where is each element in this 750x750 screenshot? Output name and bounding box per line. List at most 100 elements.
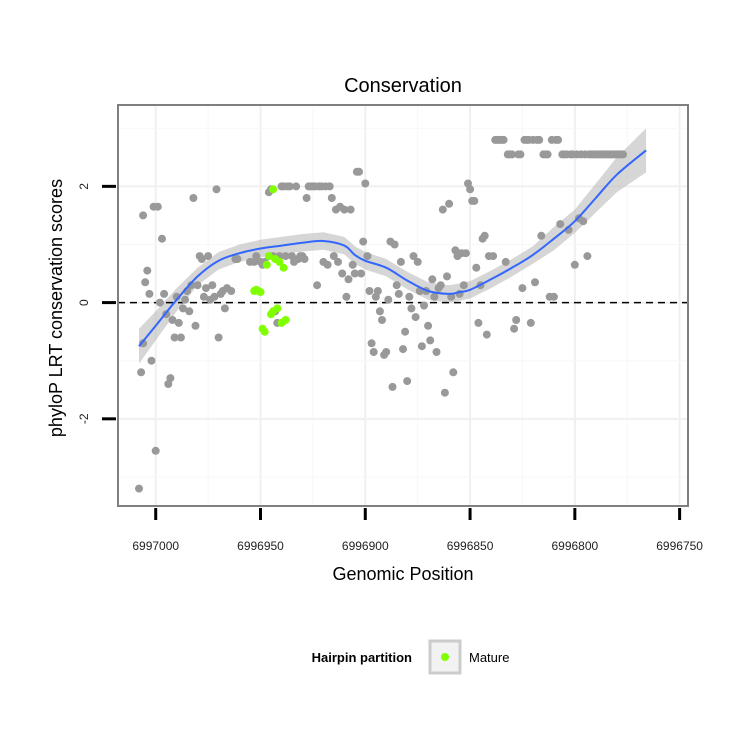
mature-data-point <box>256 288 265 297</box>
data-point <box>440 388 449 397</box>
data-point <box>302 194 311 202</box>
data-point <box>323 260 332 269</box>
data-point <box>401 327 410 336</box>
data-point <box>373 287 382 295</box>
data-point <box>210 292 219 301</box>
data-point <box>405 292 414 301</box>
data-point <box>338 269 347 278</box>
data-point <box>166 374 175 383</box>
data-point <box>199 292 208 301</box>
data-point <box>396 257 405 266</box>
data-points <box>135 135 627 493</box>
y-tick-label: 2 <box>77 183 91 190</box>
data-point <box>189 194 198 202</box>
data-point <box>365 287 374 295</box>
data-point <box>220 304 229 313</box>
data-point <box>583 252 592 261</box>
data-point <box>174 318 183 327</box>
data-point <box>510 324 519 333</box>
data-point <box>501 257 510 266</box>
data-point <box>193 281 202 290</box>
plot-border <box>117 104 689 507</box>
mature-data-point <box>273 304 282 313</box>
data-point <box>531 278 539 287</box>
legend: Hairpin partition Mature <box>312 639 509 675</box>
data-point <box>407 304 416 313</box>
data-point <box>512 316 521 324</box>
data-point <box>390 240 399 249</box>
data-point <box>619 150 627 159</box>
data-point <box>325 182 334 191</box>
data-point <box>292 182 301 191</box>
data-point <box>409 252 418 261</box>
data-point <box>508 150 516 159</box>
data-point <box>470 196 479 205</box>
data-point <box>139 339 148 348</box>
plot-panel <box>118 105 688 506</box>
data-point <box>443 272 451 281</box>
data-point <box>158 234 166 243</box>
data-point <box>147 356 156 365</box>
x-tick-label: 6996850 <box>447 539 494 553</box>
data-point <box>432 348 441 356</box>
data-point <box>399 345 407 354</box>
plot-area <box>117 104 689 507</box>
data-point <box>357 269 366 278</box>
data-point <box>139 211 148 220</box>
data-point <box>185 307 194 316</box>
data-point <box>300 255 309 263</box>
data-point <box>155 298 164 307</box>
data-point <box>145 289 154 298</box>
mature-data-point <box>264 252 273 261</box>
data-point <box>428 275 437 284</box>
data-point <box>461 249 470 258</box>
data-point <box>208 281 217 290</box>
data-point <box>449 368 458 377</box>
mature-data-point <box>279 263 288 272</box>
x-tick-label: 6997000 <box>132 539 179 553</box>
y-tick-label: -2 <box>77 413 91 424</box>
data-point <box>135 484 143 493</box>
x-tick-label: 6996950 <box>237 539 284 553</box>
data-point <box>342 292 351 301</box>
mature-data-point <box>281 316 290 324</box>
data-point <box>252 252 261 261</box>
data-point <box>392 281 401 290</box>
data-point <box>137 368 146 377</box>
mature-data-point <box>275 257 284 266</box>
data-point <box>472 263 481 272</box>
data-point <box>363 252 372 261</box>
data-point <box>543 150 552 159</box>
x-tick-label: 6996750 <box>656 539 703 553</box>
chart-title: Conservation <box>344 75 462 97</box>
loess-smooth-line <box>138 149 647 347</box>
data-point <box>436 281 445 290</box>
data-point <box>526 318 535 327</box>
data-point <box>537 231 546 240</box>
x-tick-label: 6996900 <box>342 539 389 553</box>
legend-label-mature: Mature <box>469 650 509 665</box>
data-point <box>518 284 527 293</box>
mature-data-point <box>269 185 278 194</box>
legend-title: Hairpin partition <box>312 650 412 665</box>
data-point <box>430 292 439 301</box>
data-point <box>179 304 187 313</box>
data-point <box>329 252 338 261</box>
y-tick-label: 0 <box>77 299 91 306</box>
data-point <box>187 281 196 290</box>
data-point <box>499 135 508 144</box>
legend-key-dot <box>441 653 449 661</box>
data-point <box>141 278 150 287</box>
data-point <box>554 135 563 144</box>
data-point <box>388 382 397 391</box>
data-point <box>143 266 152 275</box>
smooth-curve <box>138 149 647 347</box>
data-point <box>424 321 433 330</box>
data-point <box>516 150 525 159</box>
data-point <box>153 202 162 211</box>
data-point <box>197 255 206 263</box>
data-point <box>445 199 454 208</box>
data-point <box>413 257 422 266</box>
data-point <box>367 339 376 348</box>
data-point <box>489 252 498 261</box>
